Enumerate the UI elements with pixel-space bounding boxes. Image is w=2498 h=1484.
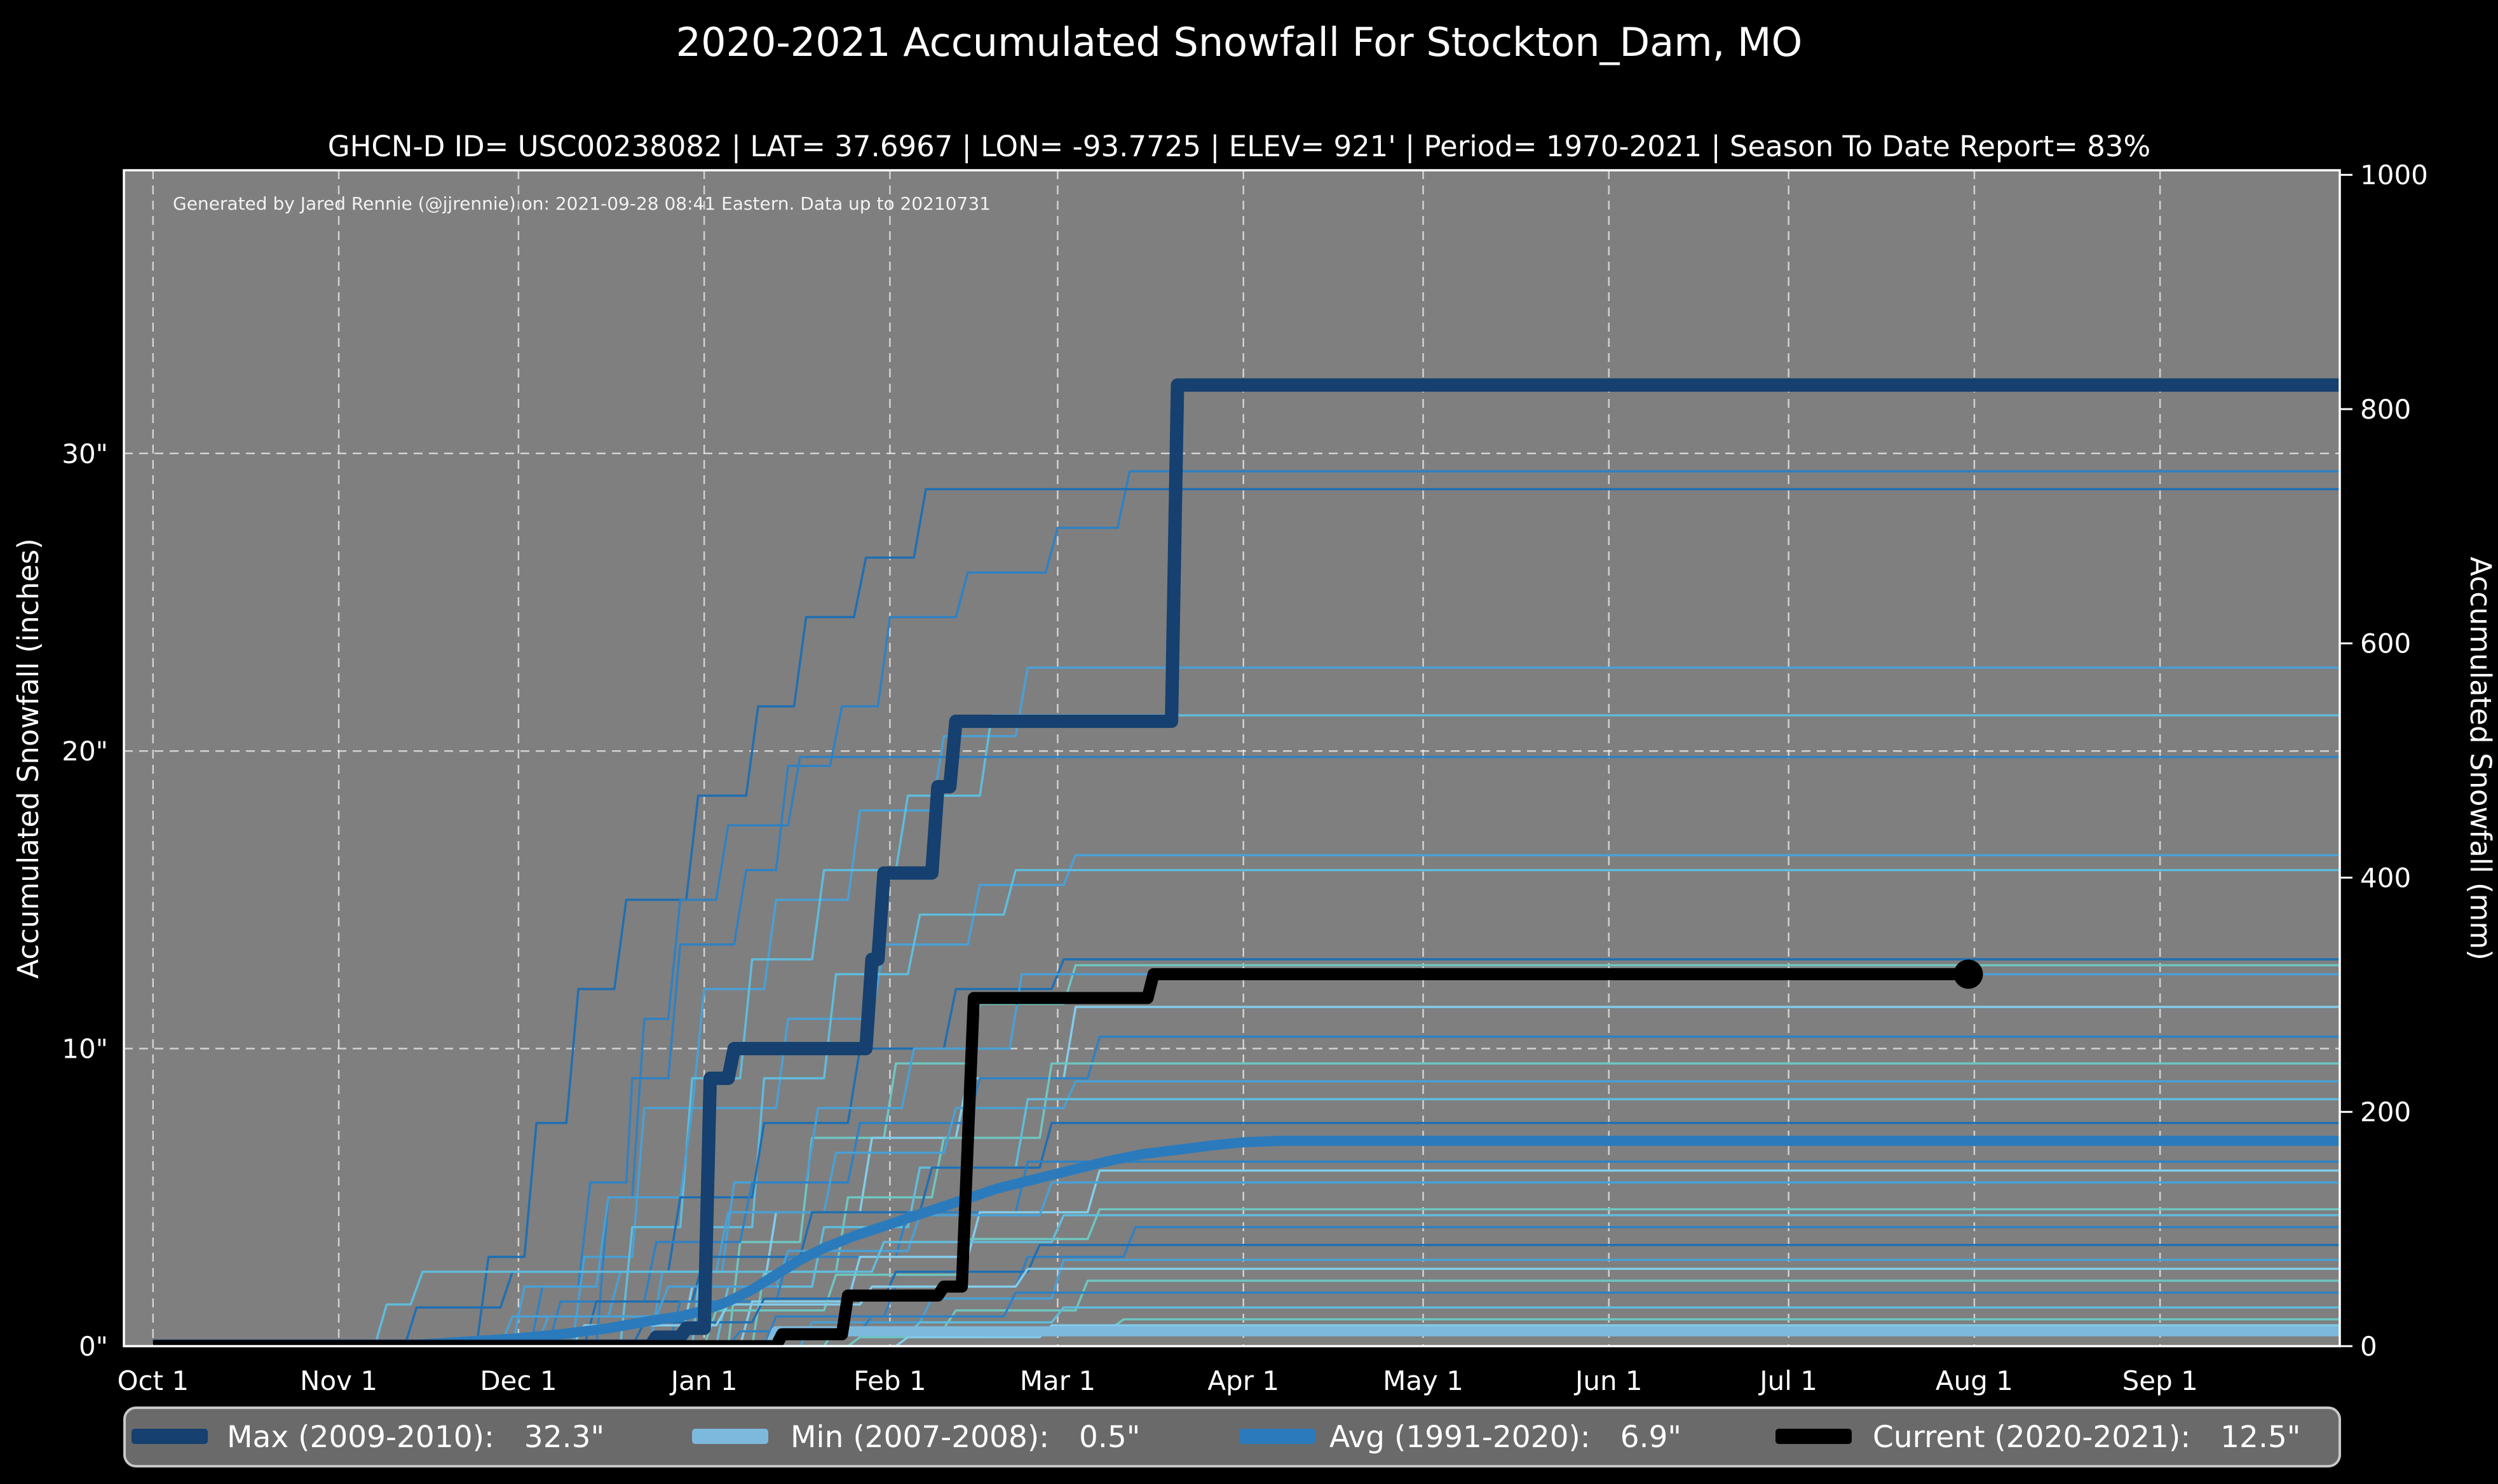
historical-season-line (153, 1035, 2340, 1346)
left-y-tick-label: 10" (62, 1034, 108, 1065)
legend-label: Min (2007-2008): 0.5" (791, 1420, 1140, 1455)
current-2020-2021-end-marker (1953, 959, 1983, 989)
legend-swatch (1239, 1429, 1315, 1444)
x-tick-label: Jul 1 (1758, 1365, 1817, 1396)
right-y-tick-label: 200 (2360, 1096, 2411, 1128)
historical-season-line (153, 973, 2340, 1346)
x-tick-label: Jan 1 (669, 1365, 738, 1396)
historical-season-line (153, 1214, 2340, 1346)
x-tick-label: Sep 1 (2122, 1365, 2198, 1396)
series-layer (153, 378, 2340, 1346)
legend-label: Current (2020-2021): 12.5" (1873, 1420, 2300, 1455)
right-y-tick-label: 600 (2360, 628, 2411, 659)
x-tick-label: May 1 (1383, 1365, 1463, 1396)
chart-subtitle: GHCN-D ID= USC00238082 | LAT= 37.6967 | … (328, 130, 2151, 163)
x-tick-label: Apr 1 (1207, 1365, 1279, 1396)
generated-by-annotation: Generated by Jared Rennie (@jjrennie) on… (173, 193, 991, 214)
x-tick-label: Mar 1 (1020, 1365, 1096, 1396)
legend-swatch (132, 1429, 208, 1444)
historical-season-line (153, 1080, 2340, 1346)
historical-season-line (153, 714, 2340, 1346)
historical-season-line (153, 1121, 2340, 1346)
historical-season-line (153, 488, 2340, 1346)
left-y-tick-label: 20" (62, 736, 108, 767)
historical-season-line (153, 1258, 2340, 1346)
historical-season-line (153, 470, 2340, 1346)
historical-season-line (153, 1169, 2340, 1346)
axis-layer: Oct 1 Nov 1 Dec 1 Jan 1 Feb 1 Mar 1 Apr 1 May 1… (62, 159, 2428, 1396)
historical-season-line (153, 1279, 2340, 1346)
legend-swatch (1775, 1429, 1852, 1444)
x-tick-label: Nov 1 (300, 1365, 377, 1396)
plot-border (123, 169, 2341, 1347)
chart-title: 2020-2021 Accumulated Snowfall For Stock… (676, 19, 1803, 65)
legend-label: Avg (1991-2020): 6.9" (1329, 1420, 1681, 1455)
x-tick-label: Jun 1 (1573, 1365, 1643, 1396)
left-axis-label: Accumulated Snowfall (inches) (11, 538, 45, 978)
right-y-tick-label: 0 (2360, 1331, 2377, 1362)
avg-1991-2020-line (153, 1135, 2340, 1346)
historical-season-line (153, 755, 2340, 1346)
x-tick-label: Dec 1 (480, 1365, 557, 1396)
x-tick-label: Aug 1 (1936, 1365, 2013, 1396)
historical-season-line (153, 1006, 2340, 1346)
legend-label: Max (2009-2010): 32.3" (227, 1420, 604, 1455)
legend: Max (2009-2010): 32.3" Min (2007-2008): 0… (123, 1406, 2341, 1467)
historical-season-line (153, 1243, 2340, 1346)
right-y-tick-label: 800 (2360, 394, 2411, 425)
right-axis-label: Accumulated Snowfall (mm) (2464, 556, 2497, 961)
historical-season-line (153, 854, 2340, 1346)
current-2020-2021-line (153, 968, 1969, 1346)
max-2009-2010-line (153, 378, 2340, 1346)
legend-box (123, 1406, 2341, 1467)
left-y-tick-label: 30" (62, 438, 108, 469)
x-tick-label: Oct 1 (117, 1365, 189, 1396)
historical-season-line (153, 1324, 2340, 1346)
left-y-tick-label: 0" (79, 1331, 108, 1362)
x-tick-label: Feb 1 (853, 1365, 926, 1396)
plot-area (124, 170, 2340, 1346)
right-y-tick-label: 400 (2360, 862, 2411, 893)
historical-season-line (153, 958, 2340, 1346)
right-y-tick-label: 1000 (2360, 159, 2428, 191)
historical-season-line (153, 666, 2340, 1346)
legend-swatch (692, 1429, 768, 1444)
